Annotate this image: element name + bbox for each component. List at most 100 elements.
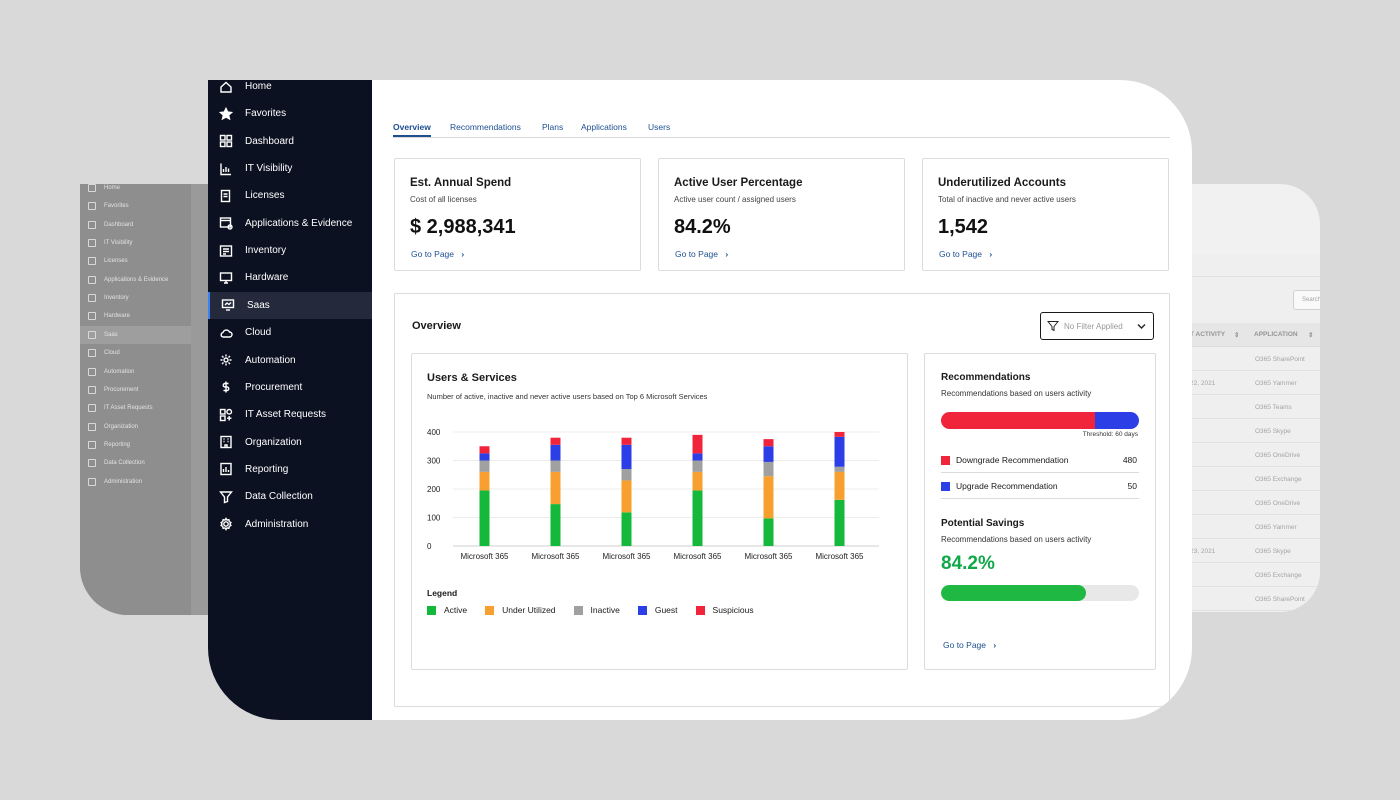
- background-cell-application: O365 Exchange: [1255, 476, 1302, 483]
- bar-segment-guest[interactable]: [834, 436, 845, 467]
- downgrade-swatch: [941, 456, 950, 465]
- bar-segment-suspicious[interactable]: [834, 432, 845, 437]
- background-sidebar-item: Automation: [80, 363, 191, 381]
- sidebar-item-label: Administration: [245, 518, 309, 530]
- background-sidebar-item: Dashboard: [80, 216, 191, 234]
- tab-users[interactable]: Users: [648, 122, 671, 132]
- sidebar-item-it-visibility[interactable]: IT Visibility: [208, 155, 372, 182]
- background-window-right: Search T ACTIVITY ⇕ APPLICATION ⇕ O365 S…: [1180, 184, 1320, 612]
- background-cell-application: O365 SharePoint: [1255, 356, 1305, 363]
- bar-segment-under-utilized[interactable]: [621, 480, 632, 513]
- bar-segment-guest[interactable]: [550, 444, 561, 461]
- sidebar-item-procurement[interactable]: Procurement: [208, 374, 372, 401]
- automation-icon: [219, 353, 233, 367]
- bar-segment-inactive[interactable]: [692, 460, 703, 472]
- bar-segment-suspicious[interactable]: [692, 434, 703, 454]
- sidebar-item-hardware[interactable]: Hardware: [208, 264, 372, 291]
- sidebar-item-automation[interactable]: Automation: [208, 347, 372, 374]
- sidebar-item-organization[interactable]: Organization: [208, 429, 372, 456]
- sidebar-item-label: Data Collection: [245, 491, 313, 503]
- background-sidebar-label: IT Visibility: [104, 240, 133, 247]
- bar-segment-active[interactable]: [692, 490, 703, 546]
- bar-segment-suspicious[interactable]: [621, 437, 632, 445]
- sidebar-item-inventory[interactable]: Inventory: [208, 237, 372, 264]
- sidebar-item-it-asset-requests[interactable]: IT Asset Requests: [208, 401, 372, 428]
- sidebar-item-reporting[interactable]: Reporting: [208, 456, 372, 483]
- legend-item-under-utilized: Under Utilized: [485, 605, 556, 615]
- bar-segment-guest[interactable]: [621, 444, 632, 470]
- bar-segment-active[interactable]: [621, 512, 632, 546]
- y-tick-label: 200: [427, 485, 441, 494]
- background-cell-date: 22, 2021: [1190, 380, 1216, 387]
- visibility-chart-icon: [88, 239, 96, 248]
- bar-segment-under-utilized[interactable]: [479, 471, 490, 491]
- kpi-subtitle: Cost of all licenses: [410, 195, 477, 204]
- organization-icon: [219, 435, 233, 449]
- tab-plans[interactable]: Plans: [542, 122, 564, 132]
- bar-segment-under-utilized[interactable]: [692, 471, 703, 491]
- bar-segment-active[interactable]: [479, 490, 490, 546]
- bar-segment-under-utilized[interactable]: [834, 471, 845, 500]
- legend-item-guest: Guest: [637, 605, 678, 615]
- background-sidebar-label: Cloud: [104, 350, 120, 357]
- sidebar-item-favorites[interactable]: Favorites: [208, 100, 372, 127]
- bar-segment-inactive[interactable]: [479, 460, 490, 472]
- chevron-right-icon: ›: [989, 249, 993, 259]
- bar-segment-suspicious[interactable]: [550, 437, 561, 445]
- sidebar-item-licenses[interactable]: Licenses: [208, 182, 372, 209]
- sidebar-item-data-collection[interactable]: Data Collection: [208, 483, 372, 510]
- bar-segment-inactive[interactable]: [834, 466, 845, 472]
- bar-segment-guest[interactable]: [763, 446, 774, 462]
- bar-segment-active[interactable]: [550, 504, 561, 546]
- gear-icon: [219, 517, 233, 531]
- bar-segment-inactive[interactable]: [763, 461, 774, 477]
- background-sidebar-label: Reporting: [104, 441, 131, 448]
- legend-label: Guest: [654, 605, 678, 615]
- sidebar-item-dashboard[interactable]: Dashboard: [208, 128, 372, 155]
- go-to-page-link[interactable]: Go to Page ›: [675, 249, 728, 259]
- go-to-page-link[interactable]: Go to Page ›: [943, 640, 996, 650]
- go-to-page-link[interactable]: Go to Page ›: [411, 249, 464, 259]
- cloud-icon: [88, 349, 96, 358]
- upgrade-recommendation-row: Upgrade Recommendation 50: [941, 475, 1139, 499]
- bar-segment-inactive[interactable]: [621, 469, 632, 481]
- bar-segment-guest[interactable]: [479, 453, 490, 461]
- bar-segment-suspicious[interactable]: [479, 446, 490, 454]
- legend-label: Active: [444, 605, 468, 615]
- sidebar-item-label: Automation: [245, 354, 296, 366]
- legend-swatch: [637, 605, 647, 615]
- bar-segment-active[interactable]: [763, 518, 774, 546]
- background-cell-application: O365 Yammer: [1255, 380, 1297, 387]
- bar-segment-inactive[interactable]: [550, 460, 561, 472]
- background-cell-application: O365 OneDrive: [1255, 452, 1301, 459]
- tab-overview[interactable]: Overview: [393, 122, 431, 137]
- sidebar-item-applications-evidence[interactable]: Applications & Evidence: [208, 210, 372, 237]
- bar-segment-under-utilized[interactable]: [550, 471, 561, 505]
- x-tick-label: Microsoft 365: [815, 552, 864, 561]
- gear-icon: [88, 477, 96, 486]
- kpi-value: $ 2,988,341: [410, 216, 516, 238]
- background-cell-date: 23, 2021: [1190, 548, 1216, 555]
- filter-icon: [1047, 321, 1059, 332]
- sidebar-item-cloud[interactable]: Cloud: [208, 319, 372, 346]
- go-to-page-link[interactable]: Go to Page ›: [939, 249, 992, 259]
- sidebar-item-label: Organization: [245, 436, 302, 448]
- sidebar-item-home[interactable]: Home: [208, 80, 372, 100]
- dollar-icon: [88, 385, 96, 394]
- tab-recommendations[interactable]: Recommendations: [450, 122, 521, 132]
- bar-segment-guest[interactable]: [692, 453, 703, 461]
- chevron-down-icon: [1137, 324, 1146, 329]
- sidebar-item-administration[interactable]: Administration: [208, 511, 372, 538]
- potential-savings-value: 84.2%: [941, 553, 995, 574]
- legend-label: Under Utilized: [502, 605, 556, 615]
- background-sidebar-item: IT Visibility: [80, 234, 191, 252]
- bar-segment-suspicious[interactable]: [763, 439, 774, 447]
- bar-segment-active[interactable]: [834, 499, 845, 546]
- sidebar-item-saas[interactable]: Saas: [208, 291, 372, 319]
- go-to-page-label: Go to Page: [411, 249, 455, 259]
- kpi-card-annual-spend: Est. Annual Spend Cost of all licenses $…: [394, 158, 641, 271]
- bar-segment-under-utilized[interactable]: [763, 476, 774, 519]
- automation-icon: [88, 367, 96, 376]
- tab-applications[interactable]: Applications: [581, 122, 627, 132]
- filter-dropdown[interactable]: No Filter Applied: [1040, 312, 1154, 340]
